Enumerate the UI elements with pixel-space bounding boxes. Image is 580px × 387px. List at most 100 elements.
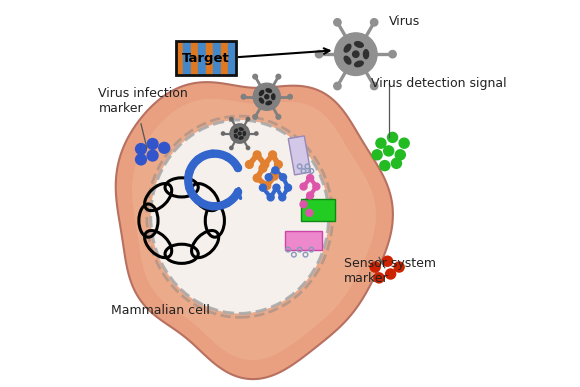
Circle shape [267,194,274,201]
Ellipse shape [364,50,368,59]
Text: Mammalian cell: Mammalian cell [111,304,210,317]
Circle shape [395,150,405,160]
Circle shape [230,124,249,143]
Circle shape [136,154,146,165]
Circle shape [334,19,341,26]
Ellipse shape [266,101,271,105]
Ellipse shape [259,98,264,103]
Bar [206,41,213,75]
Ellipse shape [234,129,237,133]
Ellipse shape [239,137,243,139]
Circle shape [300,183,307,190]
Circle shape [194,197,201,204]
Circle shape [272,167,279,174]
Circle shape [374,273,384,283]
Ellipse shape [234,134,237,138]
Circle shape [253,83,280,110]
Circle shape [386,269,396,279]
Circle shape [280,174,287,181]
Circle shape [383,146,394,156]
Circle shape [245,161,253,168]
Ellipse shape [354,42,363,47]
Circle shape [224,154,231,161]
Circle shape [307,192,314,199]
Circle shape [392,158,401,168]
Text: Virus: Virus [389,15,420,29]
Circle shape [316,51,322,58]
Text: Sensor system
marker: Sensor system marker [344,257,436,285]
Circle shape [300,201,307,208]
Circle shape [230,146,233,150]
Polygon shape [116,82,393,379]
Circle shape [306,209,313,216]
Circle shape [186,184,193,191]
Bar [221,41,229,75]
Circle shape [259,164,267,172]
Bar [183,41,191,75]
Circle shape [224,199,231,206]
Ellipse shape [243,132,245,135]
Ellipse shape [354,61,363,67]
Ellipse shape [271,94,275,99]
Circle shape [273,184,280,191]
Circle shape [263,182,271,190]
Circle shape [194,156,201,163]
Circle shape [159,142,169,153]
Circle shape [186,169,193,176]
Circle shape [230,117,233,121]
Bar [288,136,311,175]
Circle shape [238,132,241,135]
Circle shape [380,161,390,171]
Circle shape [276,115,281,119]
Circle shape [399,138,409,148]
Circle shape [246,117,249,121]
Circle shape [335,33,377,75]
Circle shape [253,151,261,159]
Circle shape [271,172,278,180]
Ellipse shape [259,91,264,96]
Bar [285,231,322,250]
Circle shape [264,95,269,99]
Text: Target: Target [182,51,230,65]
Circle shape [253,174,261,182]
Circle shape [376,138,386,148]
Circle shape [259,184,266,191]
Bar [213,41,221,75]
Circle shape [353,51,359,57]
Circle shape [285,184,292,191]
Circle shape [370,262,380,272]
Bar [198,41,206,75]
Circle shape [147,139,158,149]
Circle shape [371,19,378,26]
Circle shape [253,74,258,79]
Circle shape [371,82,378,90]
Ellipse shape [344,44,351,52]
Circle shape [234,188,241,195]
Bar [229,41,236,75]
Circle shape [246,146,249,150]
Circle shape [372,150,382,160]
Polygon shape [132,99,376,360]
Ellipse shape [239,128,243,130]
Circle shape [394,262,404,272]
Circle shape [222,132,224,135]
Ellipse shape [151,120,329,313]
Circle shape [209,203,216,210]
Circle shape [147,150,158,161]
Circle shape [387,132,397,142]
Circle shape [136,144,146,154]
Circle shape [241,94,246,99]
Circle shape [253,115,258,119]
Circle shape [288,94,292,99]
Circle shape [382,256,393,266]
Bar [176,41,236,75]
Text: Virus infection
marker: Virus infection marker [99,87,188,115]
Circle shape [334,82,341,90]
Circle shape [261,161,269,168]
Bar [191,41,198,75]
Circle shape [307,175,314,182]
Circle shape [276,74,281,79]
Circle shape [234,164,241,171]
Circle shape [279,194,286,201]
Circle shape [313,183,320,190]
